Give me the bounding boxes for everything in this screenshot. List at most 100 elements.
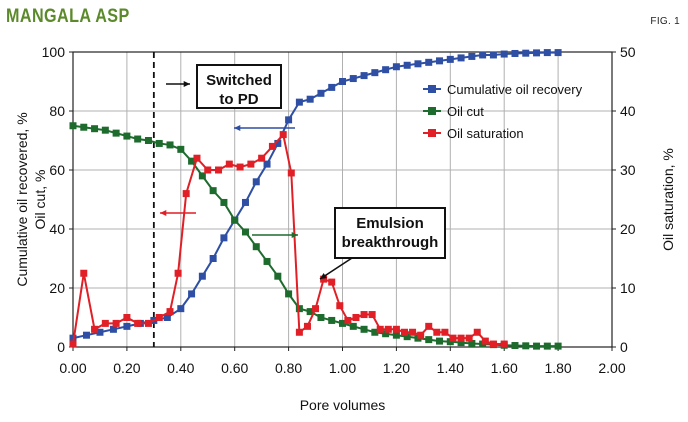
data-point xyxy=(80,123,88,131)
data-point xyxy=(101,319,109,327)
data-point xyxy=(177,145,185,153)
data-point xyxy=(317,89,325,97)
data-point xyxy=(481,337,489,345)
y-left-tick-label: 80 xyxy=(49,103,65,119)
data-point xyxy=(339,319,346,327)
y-left-axis-title-line: Cumulative oil recovered, % xyxy=(14,112,30,286)
data-point xyxy=(215,166,223,174)
arrow-head xyxy=(234,124,241,132)
data-point xyxy=(417,331,425,339)
data-point xyxy=(328,83,336,91)
data-point xyxy=(360,325,368,333)
annotation-text: breakthrough xyxy=(342,234,439,251)
annotation-text: to PD xyxy=(219,91,258,108)
data-point xyxy=(69,340,77,348)
x-axis-title: Pore volumes xyxy=(300,397,386,413)
legend-item: Oil saturation xyxy=(423,126,524,141)
data-point xyxy=(468,339,476,347)
data-point xyxy=(279,131,287,139)
data-point xyxy=(360,311,368,319)
series-cumulative-oil-recovery xyxy=(69,49,562,342)
data-point xyxy=(209,255,217,262)
data-point xyxy=(287,169,295,177)
data-point xyxy=(371,328,379,336)
emulsion-callout-arrow xyxy=(319,257,353,280)
annotations-layer: Switched to PD Emulsion breakthrough xyxy=(160,64,446,280)
data-point xyxy=(285,116,293,124)
data-point xyxy=(382,66,390,74)
data-point xyxy=(80,269,88,277)
y-left-axis-title: Cumulative oil recovered, % Oil cut, % xyxy=(14,112,48,286)
data-point xyxy=(409,328,417,336)
data-point xyxy=(312,305,320,313)
data-point xyxy=(303,322,311,330)
data-point xyxy=(403,333,411,341)
data-point xyxy=(457,54,465,62)
data-point xyxy=(174,269,182,277)
data-point xyxy=(436,57,444,65)
y-left-tick-label: 100 xyxy=(42,44,66,60)
data-point xyxy=(317,314,325,321)
data-point xyxy=(295,98,303,106)
data-point xyxy=(425,58,433,66)
data-point xyxy=(468,52,476,60)
arrow-head xyxy=(183,80,190,88)
data-point xyxy=(198,172,206,180)
saturation-axis-arrow xyxy=(160,209,196,217)
data-point xyxy=(91,125,99,133)
data-point xyxy=(144,319,152,327)
data-point xyxy=(489,340,497,348)
data-point xyxy=(166,141,174,149)
y-right-tick-label: 20 xyxy=(620,221,636,237)
data-point xyxy=(339,78,346,85)
y-left-tick-label: 40 xyxy=(49,221,65,237)
data-point xyxy=(123,314,131,321)
data-point xyxy=(449,334,457,342)
data-point xyxy=(360,72,368,80)
y-right-tick-label: 30 xyxy=(620,162,636,178)
data-point xyxy=(177,305,185,313)
annotation-text: Emulsion xyxy=(356,215,424,232)
annotation-emulsion-breakthrough: Emulsion breakthrough xyxy=(334,207,446,259)
data-point xyxy=(163,314,171,321)
y-left-tick-label: 0 xyxy=(57,339,65,355)
y-right-axis-title: Oil saturation, % xyxy=(660,148,676,251)
recovery-axis-arrow xyxy=(234,124,295,132)
chart-header-title: MANGALA ASP xyxy=(6,6,130,27)
data-point xyxy=(344,316,352,324)
data-point xyxy=(274,139,282,147)
x-tick-label: 1.60 xyxy=(491,360,518,376)
x-tick-label: 0.00 xyxy=(59,360,86,376)
data-point xyxy=(328,316,336,324)
data-point xyxy=(182,190,190,198)
data-point xyxy=(511,342,519,350)
annotation-text: Switched xyxy=(206,72,272,89)
oil-cut-axis-arrow xyxy=(252,231,298,239)
data-point xyxy=(554,49,562,57)
chart-axes: 0.00 0.20 0.40 0.60 0.80 1.00 1.20 1.40 1.60 1.80… xyxy=(42,44,636,376)
data-point xyxy=(446,55,454,63)
series-line xyxy=(72,124,559,348)
x-tick-label: 1.00 xyxy=(329,360,356,376)
legend: Cumulative oil recovery Oil cut Oil satura… xyxy=(423,82,583,141)
data-point xyxy=(382,330,390,338)
data-point xyxy=(263,257,271,265)
data-point xyxy=(349,322,357,330)
y-right-tick-label: 40 xyxy=(620,103,636,119)
legend-label: Cumulative oil recovery xyxy=(447,82,583,97)
data-point xyxy=(436,337,444,345)
data-point xyxy=(511,49,519,57)
annotation-box xyxy=(334,207,446,259)
plot-frame xyxy=(72,51,613,348)
data-point xyxy=(198,272,206,280)
data-point xyxy=(489,51,497,59)
data-point xyxy=(352,314,360,321)
data-point xyxy=(91,325,99,333)
data-point xyxy=(225,160,233,168)
switch-arrow xyxy=(166,80,190,88)
data-point xyxy=(349,75,357,83)
x-tick-label: 2.00 xyxy=(598,360,625,376)
y-right-tick-label: 50 xyxy=(620,44,636,60)
series-oil-cut xyxy=(69,122,562,350)
